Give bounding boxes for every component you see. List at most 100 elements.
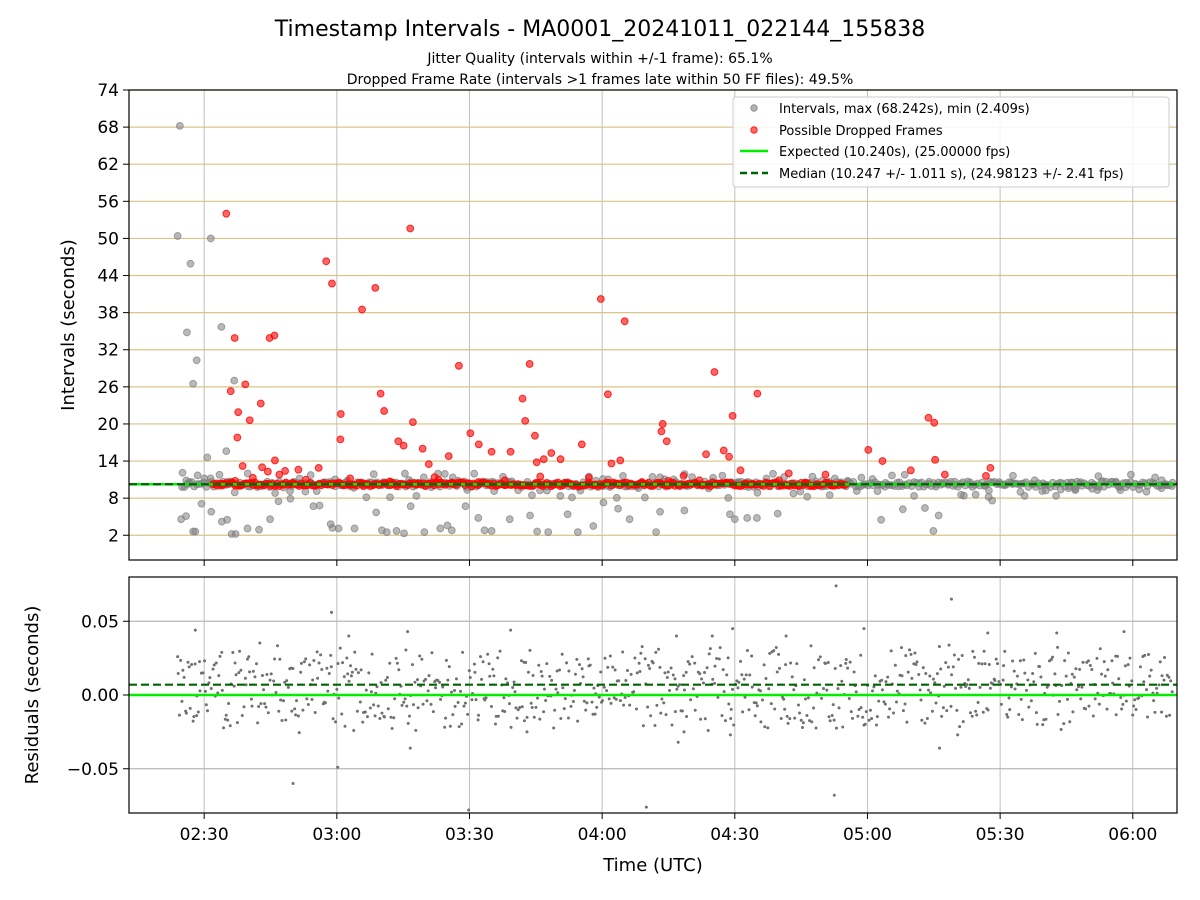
residual-point xyxy=(573,672,577,676)
residual-point xyxy=(205,709,209,713)
residual-point xyxy=(766,726,770,730)
residual-point xyxy=(556,691,560,695)
residual-point xyxy=(774,646,778,650)
residual-point xyxy=(176,672,180,676)
residual-point xyxy=(851,716,855,720)
residual-point xyxy=(467,669,471,673)
interval-point xyxy=(274,497,283,506)
residual-point xyxy=(949,704,953,708)
residual-point xyxy=(673,710,677,714)
residual-point xyxy=(913,651,917,655)
residual-point xyxy=(1077,685,1081,689)
residual-point xyxy=(937,644,941,648)
residual-point xyxy=(823,661,827,665)
residual-point xyxy=(356,671,360,675)
residual-point xyxy=(268,678,272,682)
residual-point xyxy=(640,645,644,649)
residual-point xyxy=(817,658,821,662)
residual-point xyxy=(461,650,465,654)
dropped-frame-point xyxy=(263,467,272,476)
residual-point xyxy=(540,674,544,678)
residual-point xyxy=(297,731,301,735)
dropped-frame-point xyxy=(233,433,242,442)
residual-point xyxy=(1164,714,1168,718)
residual-point xyxy=(192,715,196,719)
y-tick-label: 14 xyxy=(97,452,119,472)
residual-point xyxy=(973,655,977,659)
interval-point xyxy=(1094,472,1103,481)
residual-point xyxy=(830,713,834,717)
residual-point xyxy=(1023,671,1027,675)
residual-point xyxy=(580,667,584,671)
residual-point xyxy=(665,676,669,680)
residual-point xyxy=(319,653,323,657)
y-tick-label: 74 xyxy=(97,81,119,101)
interval-point xyxy=(480,526,489,535)
residual-point xyxy=(784,663,788,667)
residual-point xyxy=(552,726,556,730)
interval-point xyxy=(191,527,200,536)
dropped-frame-point xyxy=(380,407,389,415)
residual-point xyxy=(968,711,972,715)
residual-point xyxy=(264,705,268,709)
y-tick-label: 20 xyxy=(97,415,119,435)
residual-point xyxy=(607,697,611,701)
residual-point xyxy=(226,718,230,722)
residual-point xyxy=(703,670,707,674)
residual-point xyxy=(786,721,790,725)
interval-point xyxy=(369,470,378,479)
residual-point xyxy=(305,697,309,701)
residual-point xyxy=(862,627,866,631)
residual-point xyxy=(773,707,777,711)
interval-point xyxy=(589,522,598,530)
residual-point xyxy=(613,668,617,672)
residual-point xyxy=(283,680,287,684)
residual-point xyxy=(196,710,200,714)
intervals-y-axis-label: Intervals (seconds) xyxy=(58,239,79,411)
residual-point xyxy=(1018,659,1022,663)
residual-point xyxy=(1170,690,1174,694)
residual-point xyxy=(809,644,813,648)
residual-point xyxy=(390,726,394,730)
residual-point xyxy=(1098,647,1102,651)
dropped-frame-point xyxy=(536,472,545,481)
residual-point xyxy=(350,670,354,674)
interval-point xyxy=(873,487,882,496)
residual-point xyxy=(635,671,639,675)
interval-point xyxy=(1056,485,1065,494)
residual-point xyxy=(600,699,604,703)
legend-label-expected: Expected (10.240s), (25.00000 fps) xyxy=(779,145,1010,160)
residual-point xyxy=(447,665,451,669)
dropped-frame-point xyxy=(864,446,873,454)
x-tick-label: 05:00 xyxy=(843,825,892,845)
residual-point xyxy=(882,700,886,704)
residual-point xyxy=(254,662,258,666)
residual-point xyxy=(590,700,594,704)
residual-point xyxy=(276,644,280,648)
residual-point xyxy=(591,712,595,716)
residual-point xyxy=(960,653,964,657)
residual-point xyxy=(678,683,682,687)
residual-point xyxy=(1002,664,1006,668)
residual-point xyxy=(725,673,729,677)
residual-point xyxy=(355,709,359,713)
residual-point xyxy=(772,649,776,653)
interval-point xyxy=(1135,485,1144,494)
residual-point xyxy=(1019,697,1023,701)
residual-point xyxy=(970,714,974,718)
residual-point xyxy=(877,699,881,703)
residual-point xyxy=(977,661,981,665)
residual-point xyxy=(359,668,363,672)
residual-point xyxy=(262,688,266,692)
residual-point xyxy=(358,700,362,704)
residual-point xyxy=(438,680,442,684)
residual-point xyxy=(418,654,422,658)
interval-point xyxy=(959,491,968,500)
interval-point xyxy=(406,502,415,511)
residual-point xyxy=(1123,664,1127,668)
residual-point xyxy=(293,707,297,711)
residual-point xyxy=(481,660,485,664)
x-tick-label: 05:30 xyxy=(976,825,1025,845)
residual-point xyxy=(1008,708,1012,712)
